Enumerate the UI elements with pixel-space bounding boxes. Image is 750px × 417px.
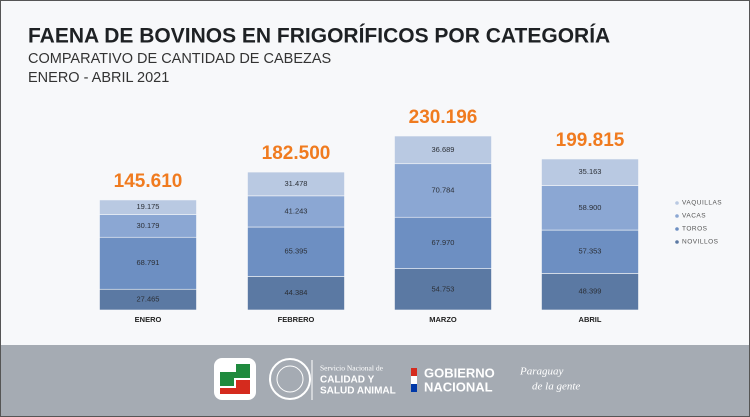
bar-segment: [99, 236, 197, 290]
slogan: Paraguay: [519, 366, 564, 378]
legend-label: VACAS: [682, 213, 706, 220]
logo-mark: [220, 364, 250, 386]
bar-segment: [247, 226, 345, 277]
flag: [411, 384, 417, 392]
agency-text: CALIDAD Y: [320, 375, 375, 386]
footer: Servicio Nacional de CALIDAD Y SALUD ANI…: [1, 345, 749, 416]
segment-label: 27.465: [137, 295, 160, 304]
seal: [269, 358, 311, 400]
segment-label: 35.163: [579, 167, 602, 176]
chart-period: ENERO - ABRIL 2021: [28, 70, 169, 86]
legend-label: TOROS: [682, 226, 708, 233]
bar-segment: [394, 268, 492, 311]
x-tick-label: FEBRERO: [278, 315, 315, 324]
bar-segment: [394, 135, 492, 165]
chart-title: FAENA DE BOVINOS EN FRIGORÍFICOS POR CAT…: [28, 25, 610, 48]
legend-swatch: [675, 240, 679, 244]
segment-label: 65.395: [285, 247, 308, 256]
gov-text: NACIONAL: [424, 379, 493, 394]
x-tick-label: ABRIL: [579, 315, 602, 324]
segment-label: 57.353: [579, 247, 602, 256]
seal: [276, 365, 304, 393]
total-label: 182.500: [262, 143, 331, 164]
flag: [411, 376, 417, 384]
total-label: 199.815: [556, 130, 625, 151]
segment-label: 41.243: [285, 206, 308, 215]
segment-label: 48.399: [579, 287, 602, 296]
legend-swatch: [675, 201, 679, 205]
x-tick-label: MARZO: [429, 315, 457, 324]
agency-text: SALUD ANIMAL: [320, 386, 396, 397]
total-label: 230.196: [409, 107, 478, 128]
segment-label: 68.791: [137, 258, 160, 267]
bar-segment: [541, 229, 639, 274]
logo-mark: [220, 380, 250, 394]
segment-label: 67.970: [432, 238, 455, 247]
segment-label: 36.689: [432, 145, 455, 154]
segment-label: 54.753: [432, 284, 455, 293]
bar-segment: [541, 273, 639, 311]
legend-swatch: [675, 227, 679, 231]
legend-label: NOVILLOS: [682, 239, 719, 246]
bar-segment: [99, 199, 197, 215]
bar-segment: [541, 185, 639, 231]
gov-text: GOBIERNO: [424, 365, 495, 380]
total-label: 145.610: [114, 171, 183, 192]
segment-label: 44.384: [285, 288, 308, 297]
legend-label: VAQUILLAS: [682, 200, 722, 207]
plot: 27.465 68.791 30.179 19.175 145.610 ENERO 44.3…: [99, 107, 722, 324]
bar-segment: [541, 158, 639, 186]
footer-band: [1, 345, 749, 416]
bar-segment: [247, 276, 345, 311]
bar-segment: [247, 171, 345, 197]
x-tick-label: ENERO: [135, 315, 162, 324]
slogan: de la gente: [532, 381, 580, 393]
bar-segment: [247, 195, 345, 228]
agency-text: Servicio Nacional de: [320, 364, 384, 373]
segment-label: 31.478: [285, 179, 308, 188]
legend-swatch: [675, 214, 679, 218]
bar-segment: [394, 216, 492, 269]
segment-label: 19.175: [137, 202, 160, 211]
chart-subtitle: COMPARATIVO DE CANTIDAD DE CABEZAS: [28, 51, 331, 67]
bar-segment: [394, 163, 492, 218]
segment-label: 70.784: [432, 185, 455, 194]
flag: [411, 368, 417, 376]
segment-label: 58.900: [579, 203, 602, 212]
segment-label: 30.179: [137, 221, 160, 230]
